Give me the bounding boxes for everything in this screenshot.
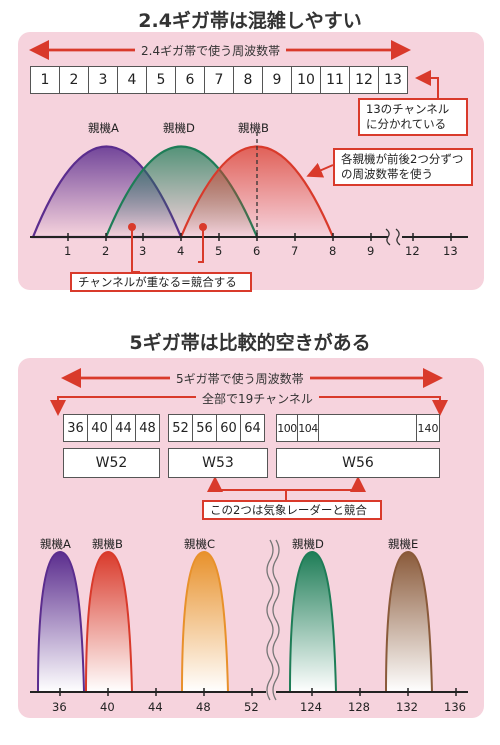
parent-d-label: 親機D — [163, 121, 195, 135]
axis-tick: 5 — [215, 244, 223, 258]
channel-cell: 3 — [88, 66, 118, 94]
axis-tick: 40 — [100, 700, 115, 714]
bottom-title: 5ギガ帯は比較的空きがある — [129, 332, 371, 354]
axis-tick: 44 — [148, 700, 163, 714]
axis-tick: 9 — [367, 244, 375, 258]
axis-tick: 12 — [405, 244, 420, 258]
channel-group-w56-start: 100 104 — [276, 414, 319, 442]
peak-parent-e — [384, 550, 434, 693]
channel-cell: 6 — [175, 66, 205, 94]
channel-cell: 56 — [192, 414, 217, 442]
channel-group-w52: 36 40 44 48 — [63, 414, 160, 442]
axis-tick: 128 — [348, 700, 370, 714]
channel-cell: 140 — [416, 414, 440, 442]
callout-radar: この2つは気象レーダーと競合 — [202, 500, 382, 520]
channel-cell: 100 — [276, 414, 298, 442]
w52-box: W52 — [63, 448, 160, 478]
channel-cell: 9 — [262, 66, 292, 94]
parent-e-label: 親機E — [388, 537, 419, 551]
channel-cell: 44 — [111, 414, 136, 442]
parent-c-label: 親機C — [184, 537, 216, 551]
parent-b-label: 親機B — [238, 121, 269, 135]
channel-cell: 2 — [59, 66, 89, 94]
parent-d-label: 親機D — [292, 537, 324, 551]
w53-box: W53 — [168, 448, 268, 478]
axis-tick: 36 — [52, 700, 67, 714]
channel-cell: 52 — [168, 414, 193, 442]
channel-cell: 1 — [30, 66, 60, 94]
callout-overlap: チャンネルが重なる=競合する — [70, 272, 252, 292]
axis-tick: 3 — [139, 244, 147, 258]
axis-tick: 2 — [102, 244, 110, 258]
axis-tick: 4 — [177, 244, 185, 258]
axis-tick: 7 — [291, 244, 299, 258]
channel-cell: 104 — [297, 414, 319, 442]
parent-b-label: 親機B — [92, 537, 123, 551]
peak-parent-a — [36, 550, 86, 693]
channel-cell: 64 — [240, 414, 265, 442]
top-title: 2.4ギガ帯は混雑しやすい — [138, 10, 362, 32]
band-label-24: 2.4ギガ帯で使う周波数帯 — [135, 42, 287, 59]
channel-group-w53: 52 56 60 64 — [168, 414, 265, 442]
axis-tick: 48 — [196, 700, 211, 714]
axis-tick: 136 — [444, 700, 466, 714]
parent-a-label: 親機A — [40, 537, 71, 551]
channel-cell: 12 — [349, 66, 379, 94]
channel-row-24: 1 2 3 4 5 6 7 8 9 10 11 12 13 — [30, 66, 408, 94]
channel-cell: 7 — [204, 66, 234, 94]
channel-cell: 48 — [135, 414, 160, 442]
channel-cell: 10 — [291, 66, 321, 94]
parent-a-label: 親機A — [88, 121, 119, 135]
channel-cell: 60 — [216, 414, 241, 442]
channel-cell: 36 — [63, 414, 88, 442]
channel-cell: 40 — [87, 414, 112, 442]
axis-tick: 1 — [64, 244, 72, 258]
w56-box: W56 — [276, 448, 440, 478]
axis-tick: 52 — [244, 700, 259, 714]
peak-parent-b — [84, 550, 134, 693]
channel-cell: 4 — [117, 66, 147, 94]
peak-parent-c — [180, 550, 230, 693]
band-label-5g: 5ギガ帯で使う周波数帯 — [170, 370, 310, 387]
axis-tick: 132 — [396, 700, 418, 714]
callout-13-channels: 13のチャンネルに分かれている — [358, 98, 468, 136]
axis-tick: 8 — [329, 244, 337, 258]
peak-parent-d — [288, 550, 338, 693]
channel-cell: 13 — [378, 66, 408, 94]
axis-tick: 124 — [300, 700, 322, 714]
total-channels-label: 全部で19チャンネル — [196, 390, 319, 407]
channel-cell: 11 — [320, 66, 350, 94]
callout-channel-width: 各親機が前後2つ分ずつの周波数帯を使う — [333, 148, 473, 186]
axis-tick: 6 — [253, 244, 261, 258]
axis-tick: 13 — [443, 244, 458, 258]
